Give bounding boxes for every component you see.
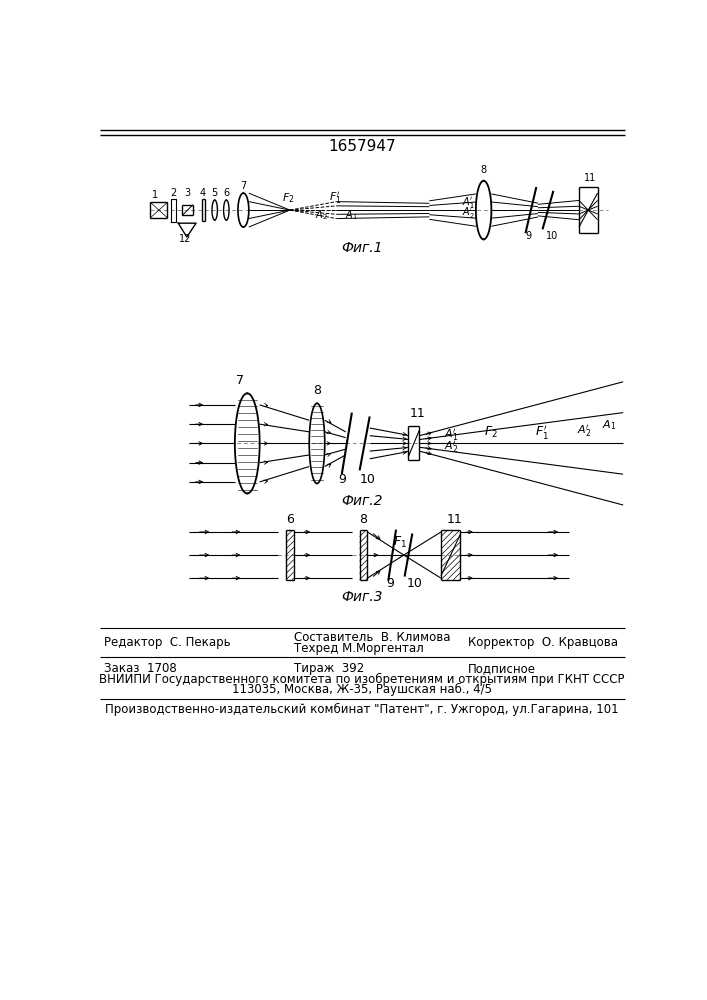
Text: Фиг.2: Фиг.2 xyxy=(341,494,382,508)
Text: $A_1$: $A_1$ xyxy=(602,418,617,432)
Text: $F_1'$: $F_1'$ xyxy=(534,423,549,441)
Text: Фиг.3: Фиг.3 xyxy=(341,590,382,604)
Text: 7: 7 xyxy=(240,181,247,191)
Text: $A_2$: $A_2$ xyxy=(315,208,327,222)
Text: Фиг.1: Фиг.1 xyxy=(341,241,382,255)
Text: 11: 11 xyxy=(410,407,426,420)
Text: $A_2'$: $A_2'$ xyxy=(444,439,458,455)
Text: Редактор  С. Пекарь: Редактор С. Пекарь xyxy=(104,636,230,649)
Text: 113035, Москва, Ж-35, Раушская наб., 4/5: 113035, Москва, Ж-35, Раушская наб., 4/5 xyxy=(232,683,492,696)
Text: $F_2$: $F_2$ xyxy=(484,425,498,440)
Text: $A_2'$: $A_2'$ xyxy=(577,423,592,439)
Text: 10: 10 xyxy=(359,473,375,486)
Text: $A_2'$: $A_2'$ xyxy=(462,205,474,220)
Text: Составитель  В. Климова: Составитель В. Климова xyxy=(293,631,450,644)
Text: $A_1'$: $A_1'$ xyxy=(444,427,458,443)
Text: 5: 5 xyxy=(211,188,218,198)
Text: $A_1$: $A_1$ xyxy=(346,208,358,222)
Text: ВНИИПИ Государственного комитета по изобретениям и открытиям при ГКНТ СССР: ВНИИПИ Государственного комитета по изоб… xyxy=(99,672,625,686)
Text: 6: 6 xyxy=(223,188,229,198)
Text: 9: 9 xyxy=(387,577,395,590)
Text: Тираж  392: Тираж 392 xyxy=(293,662,364,675)
Text: $A_1'$: $A_1'$ xyxy=(462,195,474,210)
Text: Подписное: Подписное xyxy=(468,662,536,675)
Text: 8: 8 xyxy=(313,384,321,397)
Text: Производственно-издательский комбинат "Патент", г. Ужгород, ул.Гагарина, 101: Производственно-издательский комбинат "П… xyxy=(105,703,619,716)
Text: 9: 9 xyxy=(525,231,532,241)
Text: 1: 1 xyxy=(152,190,158,200)
Text: 10: 10 xyxy=(407,577,423,590)
Text: Корректор  О. Кравцова: Корректор О. Кравцова xyxy=(468,636,618,649)
Text: $F_1'$: $F_1'$ xyxy=(329,190,341,206)
Text: 12: 12 xyxy=(179,234,192,244)
Text: 6: 6 xyxy=(286,513,294,526)
Text: Заказ  1708: Заказ 1708 xyxy=(104,662,177,675)
Text: 2: 2 xyxy=(170,188,177,198)
Text: $F_2$: $F_2$ xyxy=(282,191,295,205)
Text: 8: 8 xyxy=(481,165,486,175)
Text: 1657947: 1657947 xyxy=(328,139,396,154)
Text: 8: 8 xyxy=(359,513,368,526)
Text: $F_1$: $F_1$ xyxy=(393,535,407,550)
Text: 9: 9 xyxy=(338,473,346,486)
Text: 4: 4 xyxy=(200,188,206,198)
Text: 11: 11 xyxy=(446,513,462,526)
Text: 11: 11 xyxy=(584,173,596,183)
Text: 3: 3 xyxy=(185,188,191,198)
Text: Техред М.Моргентал: Техред М.Моргентал xyxy=(293,642,423,655)
Text: 7: 7 xyxy=(235,374,243,387)
Text: 10: 10 xyxy=(546,231,558,241)
